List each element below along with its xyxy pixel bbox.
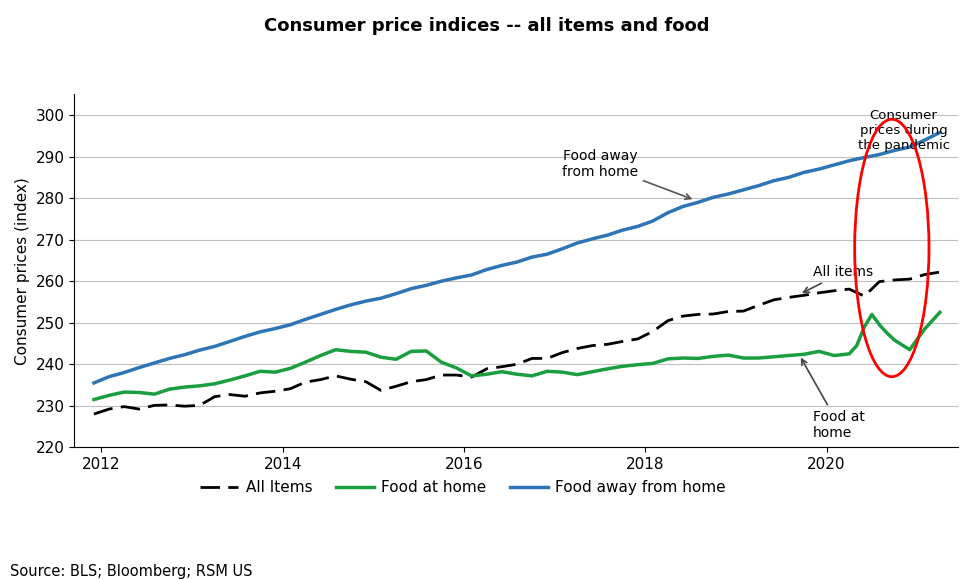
Title: (1982-84 = 100): (1982-84 = 100)	[0, 578, 1, 579]
Line: Food at home: Food at home	[94, 312, 940, 400]
Text: Food away
from home: Food away from home	[562, 149, 691, 199]
All Items	[450, 372, 462, 379]
Food away from home	[450, 274, 462, 281]
Food at home	[647, 360, 659, 367]
Food away from home	[677, 203, 689, 210]
Food away from home	[89, 379, 100, 386]
Food away from home	[934, 129, 946, 136]
Text: Food at
home: Food at home	[802, 359, 865, 440]
Food at home	[934, 309, 946, 316]
Food away from home	[119, 369, 130, 376]
Legend: All Items, Food at home, Food away from home: All Items, Food at home, Food away from …	[194, 474, 732, 501]
All Items	[133, 406, 145, 413]
All Items	[662, 317, 673, 324]
Food at home	[375, 354, 386, 361]
Food away from home	[133, 364, 145, 371]
All Items	[314, 376, 326, 383]
Line: All Items: All Items	[94, 272, 940, 414]
Food at home	[314, 352, 326, 359]
Food away from home	[314, 311, 326, 318]
Food at home	[344, 348, 356, 355]
Text: All items: All items	[804, 265, 873, 292]
All Items	[119, 403, 130, 410]
All Items	[89, 411, 100, 417]
Food at home	[390, 356, 402, 362]
Text: Consumer price indices -- all items and food: Consumer price indices -- all items and …	[264, 17, 709, 35]
Food at home	[89, 396, 100, 403]
Food at home	[239, 372, 251, 379]
Y-axis label: Consumer prices (index): Consumer prices (index)	[15, 177, 30, 365]
Text: Consumer
prices during
the pandemic: Consumer prices during the pandemic	[857, 109, 950, 152]
All Items	[934, 269, 946, 276]
Food away from home	[662, 209, 673, 216]
All Items	[677, 313, 689, 320]
Line: Food away from home: Food away from home	[94, 133, 940, 383]
Text: Source: BLS; Bloomberg; RSM US: Source: BLS; Bloomberg; RSM US	[10, 564, 252, 579]
